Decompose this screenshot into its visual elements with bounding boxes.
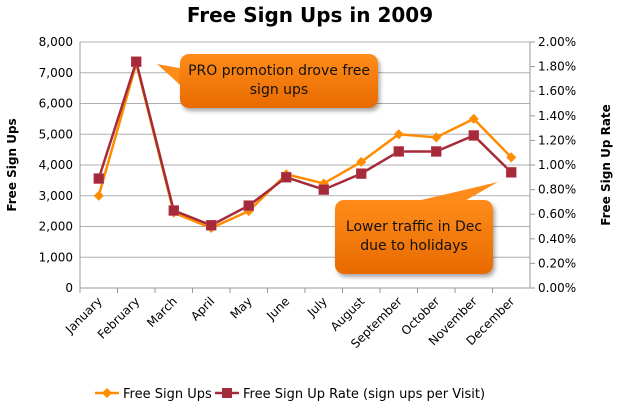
y-right-label: Free Sign Up Rate xyxy=(599,104,613,226)
y-right-tick: 1.20% xyxy=(538,133,576,147)
y-right-tick: 0.80% xyxy=(538,183,576,197)
data-point-square xyxy=(131,56,142,67)
y-right-tick: 0.60% xyxy=(538,207,576,221)
y-left-tick: 7,000 xyxy=(39,66,73,80)
y-left-tick: 2,000 xyxy=(39,220,73,234)
data-point-diamond xyxy=(468,113,479,124)
data-point-square xyxy=(168,205,179,216)
data-point-diamond xyxy=(356,156,367,167)
series-line-1 xyxy=(97,57,513,227)
y-right-tick: 0.20% xyxy=(538,256,576,270)
data-point-square xyxy=(93,173,104,184)
data-point-square xyxy=(318,184,329,195)
data-point-square xyxy=(393,146,404,157)
y-right-tick: 1.60% xyxy=(538,84,576,98)
data-point-square xyxy=(431,146,442,157)
annotation-pro-promotion: PRO promotion drove free sign ups xyxy=(180,54,378,108)
y-right-tick: 0.00% xyxy=(538,281,576,295)
y-left-tick: 8,000 xyxy=(39,35,73,49)
legend-marker xyxy=(222,388,232,398)
y-left-tick: 5,000 xyxy=(39,127,73,141)
chart-title: Free Sign Ups in 2009 xyxy=(187,3,433,27)
annotation-december: Lower traffic in Dec due to holidays xyxy=(335,200,493,274)
data-point-square xyxy=(281,172,292,183)
data-point-square xyxy=(206,220,217,231)
data-point-square xyxy=(243,200,254,211)
y-right-tick: 2.00% xyxy=(538,35,576,49)
x-tick: March xyxy=(144,294,180,330)
y-right-tick: 1.80% xyxy=(538,60,576,74)
y-right-tick: 0.40% xyxy=(538,232,576,246)
x-tick: June xyxy=(263,294,292,323)
data-point-square xyxy=(506,167,517,178)
y-right-tick: 1.00% xyxy=(538,158,576,172)
data-point-square xyxy=(356,168,367,179)
y-left-tick: 6,000 xyxy=(39,97,73,111)
data-point-square xyxy=(468,130,479,141)
y-left-label: Free Sign Ups xyxy=(5,118,19,211)
data-point-diamond xyxy=(393,129,404,140)
legend-label: Free Sign Up Rate (sign ups per Visit) xyxy=(243,387,485,402)
data-point-diamond xyxy=(506,152,517,163)
data-point-diamond xyxy=(93,190,104,201)
legend-label: Free Sign Ups xyxy=(123,387,212,402)
y-right-tick: 1.40% xyxy=(538,109,576,123)
y-left-tick: 3,000 xyxy=(39,189,73,203)
data-point-diamond xyxy=(431,132,442,143)
x-tick: July xyxy=(304,294,330,320)
y-left-tick: 0 xyxy=(65,281,73,295)
x-tick: April xyxy=(188,294,217,323)
y-left-tick: 1,000 xyxy=(39,250,73,264)
x-tick: May xyxy=(227,294,254,321)
legend-marker xyxy=(102,388,112,398)
y-left-tick: 4,000 xyxy=(39,158,73,172)
